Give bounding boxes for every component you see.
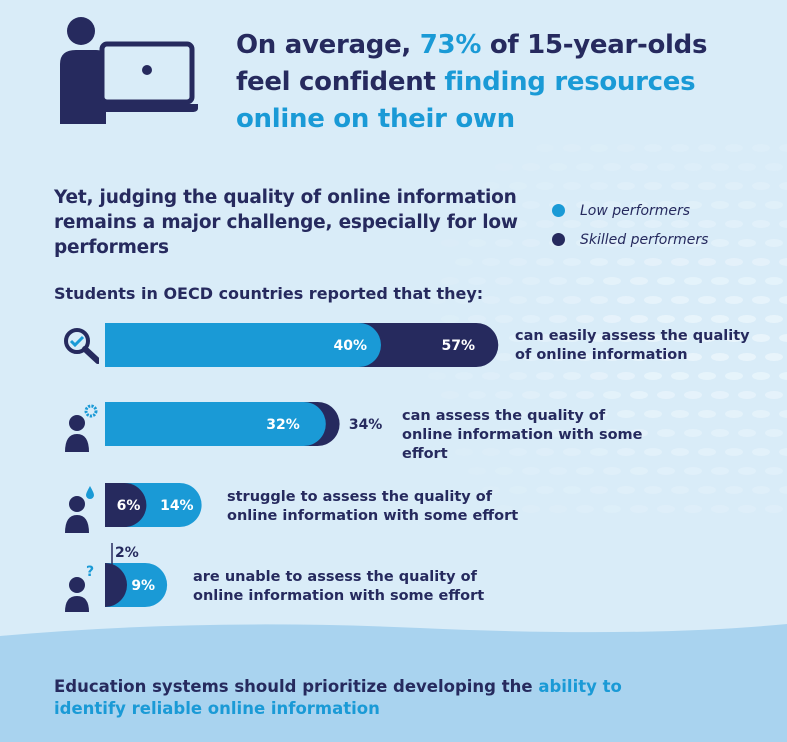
bar-left-notch (99, 402, 105, 446)
legend-swatch-skilled (552, 233, 565, 246)
data-label-skilled: 57% (442, 338, 476, 354)
student-drop-icon (65, 486, 94, 533)
student-question-icon: ? (65, 564, 94, 612)
data-label-low: 9% (131, 578, 155, 594)
svg-text:?: ? (86, 564, 94, 580)
bottom-wave-decoration (0, 624, 787, 742)
conclusion-accent: ability to identify reliable online info… (54, 677, 622, 718)
legend-item-skilled: Skilled performers (552, 225, 708, 254)
row-label-struggle: struggle to assess the quality of online… (227, 489, 519, 524)
data-label-low: 40% (333, 338, 367, 354)
bar-low (105, 323, 381, 367)
conclusion-plain: Education systems should prioritize deve… (54, 677, 533, 696)
legend-swatch-low (552, 204, 565, 217)
headline-part1: On average, (236, 30, 411, 60)
bar-left-notch (99, 483, 105, 527)
chart-intro: Students in OECD countries reported that… (54, 284, 484, 303)
magnifier-icon (64, 328, 101, 364)
legend-label-skilled: Skilled performers (580, 231, 709, 248)
bar-skilled (105, 563, 127, 607)
person-laptop-icon (60, 17, 198, 124)
bar-left-notch (99, 563, 105, 607)
headline: On average, 73% of 15-year-olds feel con… (236, 27, 756, 138)
bar-low (105, 402, 326, 446)
row-label-some-effort: can assess the quality of online informa… (402, 408, 643, 462)
student-gear-icon (65, 404, 98, 452)
legend: Low performers Skilled performers (552, 196, 708, 254)
conclusion: Education systems should prioritize deve… (54, 676, 694, 720)
row-label-can-easily: can easily assess the quality of online … (515, 328, 750, 363)
bar-skilled (105, 483, 147, 527)
bar-left-notch (99, 323, 105, 367)
legend-label-low: Low performers (580, 202, 691, 219)
headline-accent: finding resources online on their own (236, 67, 696, 134)
data-label-low: 14% (160, 498, 194, 514)
subheading: Yet, judging the quality of online infor… (54, 187, 518, 258)
headline-percentage: 73% (419, 30, 482, 60)
headline-part2: of 15-year-olds feel confident (236, 30, 708, 97)
data-label-skilled: 2% (115, 545, 139, 561)
data-label-skilled: 6% (117, 498, 141, 514)
row-label-unable: are unable to assess the quality of onli… (193, 569, 485, 604)
legend-item-low: Low performers (552, 196, 708, 225)
data-label-low: 32% (266, 417, 300, 433)
data-label-skilled: 34% (349, 417, 383, 433)
